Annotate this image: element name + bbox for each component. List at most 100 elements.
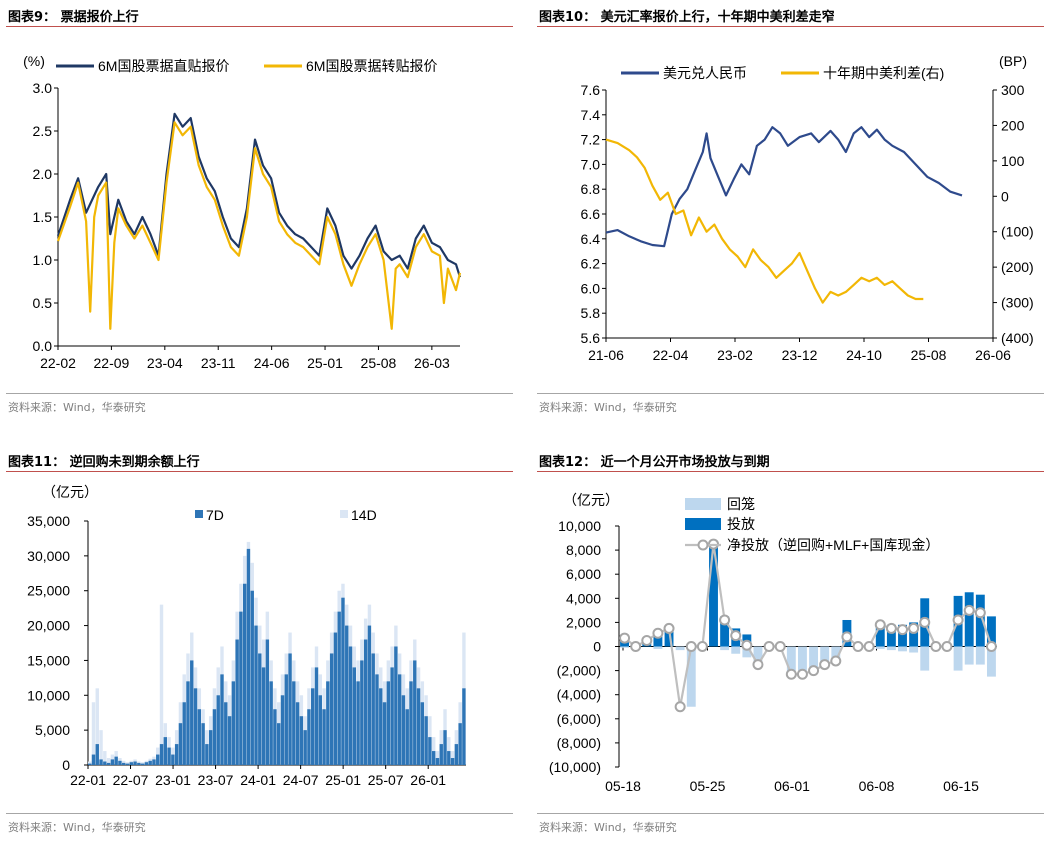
y-tick-label: 2.5 <box>33 123 53 139</box>
y-tick-label: 30,000 <box>27 548 70 564</box>
source-divider <box>537 813 1044 814</box>
bar-7d <box>413 660 417 765</box>
bar-7d <box>224 702 228 765</box>
panel-title: 图表10： 美元汇率报价上行，十年期中美利差走窄 <box>539 10 835 25</box>
bar-7d <box>91 754 96 765</box>
net-injection-point <box>619 632 631 644</box>
y-tick-label: 0 <box>62 757 70 773</box>
bar-7d <box>201 723 205 765</box>
bar-7d <box>261 667 266 765</box>
y-tick-label: 1.0 <box>33 252 53 268</box>
net-injection-point <box>663 622 675 634</box>
y-tick-label: 8,000 <box>566 542 601 558</box>
net-injection-point <box>952 614 964 626</box>
bar-7d <box>439 744 443 765</box>
x-tick-label: 22-09 <box>94 355 130 371</box>
bar-7d <box>205 744 209 765</box>
y-tick-label: (10,000) <box>549 759 601 775</box>
bar-7d <box>227 716 232 765</box>
x-tick-label: 22-04 <box>653 347 689 363</box>
bar-7d <box>129 762 133 765</box>
bar-7d <box>178 723 183 765</box>
net-injection-point <box>830 655 842 667</box>
source-note: 资料来源：Wind，华泰研究 <box>8 401 146 414</box>
y-right-tick-label: 0 <box>1001 188 1009 204</box>
bar-7d <box>394 646 398 765</box>
bar-withdrawal <box>686 646 696 707</box>
legend-swatch <box>195 510 203 518</box>
net-injection-point <box>774 641 786 652</box>
bar-injection <box>898 624 907 647</box>
bar-injection <box>875 622 885 647</box>
bar-7d <box>435 758 440 765</box>
bar-7d <box>424 716 428 765</box>
chart-omo: (10,000) (8,000) (6,000) (4,000) (2,000) 0 2,0… <box>549 492 997 794</box>
bar-7d <box>390 667 394 765</box>
bar-7d <box>284 674 288 765</box>
bar-7d <box>409 681 413 765</box>
bar-7d <box>462 688 466 765</box>
legend-label: 6M国股票据直贴报价 <box>98 58 229 74</box>
net-injection-point <box>974 607 986 619</box>
bar-14d <box>99 730 103 765</box>
y-right-tick-label: 100 <box>1001 153 1025 169</box>
x-tick-label: 25-01 <box>307 355 343 371</box>
y-tick-label: 0.5 <box>33 295 53 311</box>
bar-withdrawal <box>975 646 985 665</box>
bar-withdrawal <box>898 646 907 652</box>
bar-7d <box>254 625 258 765</box>
bar-7d <box>99 759 103 765</box>
bar-withdrawal <box>720 646 730 651</box>
bar-7d <box>337 611 341 765</box>
legend-label: 十年期中美利差(右) <box>823 65 944 81</box>
bar-withdrawal <box>920 646 930 671</box>
y-tick-label: 6.2 <box>581 256 601 272</box>
net-injection-point <box>796 668 808 680</box>
title-divider <box>537 26 1044 27</box>
y-right-tick-label: (200) <box>1001 259 1034 275</box>
bar-withdrawal <box>809 646 819 671</box>
y-tick-label: 6.6 <box>581 206 601 222</box>
x-tick-label: 23-12 <box>782 347 818 363</box>
bar-7d <box>303 730 307 765</box>
bar-7d <box>125 763 130 765</box>
bar-injection <box>886 624 896 647</box>
net-injection-point <box>696 641 708 652</box>
bar-withdrawal <box>742 646 752 658</box>
net-injection-point <box>719 614 731 626</box>
panel-omo: 图表12： 近一个月公开市场投放与到期 (10,000) (8,000) (6,00… <box>531 445 1062 864</box>
bar-7d <box>140 763 145 765</box>
bar-7d <box>186 681 190 765</box>
bar-7d <box>318 695 322 765</box>
y-tick-label: 5,000 <box>35 722 70 738</box>
net-injection-point <box>885 622 897 634</box>
bar-withdrawal <box>909 646 919 653</box>
bar-7d <box>258 653 262 765</box>
bar-7d <box>443 730 447 765</box>
x-tick-label: 23-04 <box>147 355 183 371</box>
x-tick-label: 06-01 <box>774 778 810 794</box>
legend-label: 7D <box>206 507 224 523</box>
bar-7d <box>114 756 118 765</box>
net-injection-point <box>930 641 942 652</box>
y-tick-label: (8,000) <box>557 735 601 751</box>
source-divider <box>6 393 513 394</box>
bar-7d <box>326 681 330 765</box>
legend-label: 6M国股票据转贴报价 <box>306 58 437 74</box>
net-injection-point <box>685 641 697 652</box>
bar-withdrawal <box>786 646 796 675</box>
x-tick-label: 23-02 <box>717 347 753 363</box>
y-right-unit-label: (BP) <box>999 53 1027 69</box>
source-note: 资料来源：Wind，华泰研究 <box>8 821 146 834</box>
bar-7d <box>401 695 406 765</box>
series-line-1 <box>605 126 963 248</box>
x-tick-label: 22-07 <box>113 772 149 788</box>
bar-7d <box>307 709 311 765</box>
y-right-tick-label: (300) <box>1001 295 1034 311</box>
bar-injection <box>964 592 974 647</box>
bar-7d <box>431 751 436 765</box>
chart-reverse-repo: 0 5,000 10,000 15,000 20,000 25,000 30,000 35,0… <box>27 484 466 788</box>
net-injection-point <box>874 619 886 631</box>
bar-7d <box>420 702 425 765</box>
net-injection-point <box>741 639 753 651</box>
